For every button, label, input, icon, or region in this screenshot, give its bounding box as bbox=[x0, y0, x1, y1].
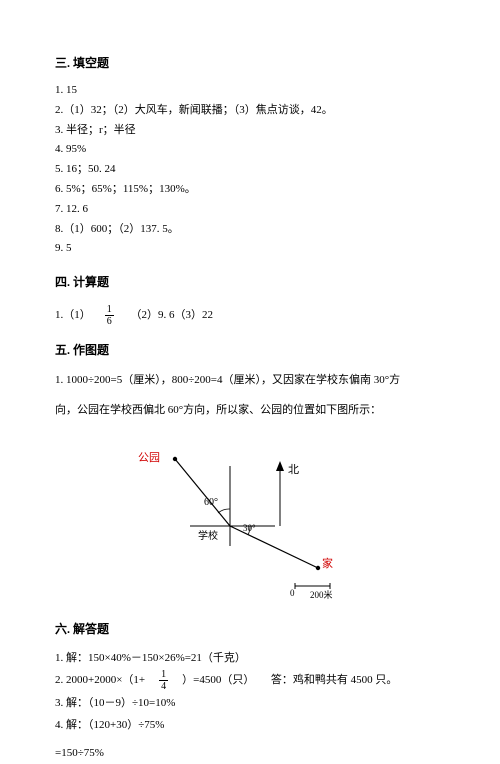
answer-line: 8.（1）600；（2）137. 5。 bbox=[55, 220, 445, 240]
answer-line: 5. 16；50. 24 bbox=[55, 160, 445, 180]
section-5-heading: 五. 作图题 bbox=[55, 341, 445, 358]
answer-line: 9. 5 bbox=[55, 239, 445, 259]
answer-line: 6. 5%；65%；115%；130%。 bbox=[55, 180, 445, 200]
section-4-heading: 四. 计算题 bbox=[55, 273, 445, 290]
park-point-icon bbox=[173, 456, 177, 460]
angle-30-label: 30° bbox=[243, 523, 256, 533]
fraction-denominator: 6 bbox=[105, 316, 114, 327]
north-label: 北 bbox=[288, 461, 299, 477]
calc-suffix: （2）9. 6（3）22 bbox=[131, 309, 214, 321]
calc-prefix: 1.（1） bbox=[55, 309, 91, 321]
scale-0-label: 0 bbox=[290, 588, 295, 598]
answer-line: 4. 95% bbox=[55, 140, 445, 160]
answer-line: 1. 15 bbox=[55, 81, 445, 101]
drawing-problem-line-2: 向，公园在学校西偏北 60°方向，所以家、公园的位置如下图所示： bbox=[55, 398, 445, 422]
angle-60-arc bbox=[218, 509, 230, 513]
calc-answer-line: 1.（1） 1 6 （2）9. 6（3）22 bbox=[55, 304, 445, 327]
answer-line: 2.（1）32；（2）大风车，新闻联播；（3）焦点访谈，42。 bbox=[55, 101, 445, 121]
solution-line-5: =150÷75% bbox=[55, 742, 445, 764]
solution-2-mid: ）=4500（只） bbox=[182, 674, 254, 686]
section-3-heading: 三. 填空题 bbox=[55, 54, 445, 71]
drawing-problem-line-1: 1. 1000÷200=5（厘米），800÷200=4（厘米），又因家在学校东偏… bbox=[55, 368, 445, 392]
home-label: 家 bbox=[322, 555, 333, 571]
fraction-numerator: 1 bbox=[159, 669, 168, 681]
angle-60-label: 60° bbox=[204, 497, 218, 508]
fraction: 1 4 bbox=[159, 669, 168, 692]
section-6-heading: 六. 解答题 bbox=[55, 620, 445, 637]
school-label: 学校 bbox=[198, 527, 218, 542]
section-3-answers: 1. 15 2.（1）32；（2）大风车，新闻联播；（3）焦点访谈，42。 3.… bbox=[55, 81, 445, 259]
solution-2-answer: 答：鸡和鸭共有 4500 只。 bbox=[271, 674, 398, 686]
fraction-denominator: 4 bbox=[159, 681, 168, 692]
scale-200-label: 200米 bbox=[310, 588, 333, 601]
solution-line-4: 4. 解：（120+30）÷75% bbox=[55, 714, 445, 736]
solution-2-prefix: 2. 2000+2000×（1+ bbox=[55, 674, 145, 686]
answer-line: 3. 半径；r；半径 bbox=[55, 121, 445, 141]
park-label: 公园 bbox=[138, 449, 160, 465]
compass-diagram: 公园 北 60° 30° 学校 家 0 200米 bbox=[130, 431, 370, 606]
diagram-svg bbox=[130, 431, 370, 606]
north-arrow-icon bbox=[276, 461, 284, 471]
answer-line: 7. 12. 6 bbox=[55, 200, 445, 220]
fraction: 1 6 bbox=[105, 304, 114, 327]
home-point-icon bbox=[316, 565, 320, 569]
solution-line-3: 3. 解：（10－9）÷10=10% bbox=[55, 692, 445, 714]
solution-line-1: 1. 解：150×40%－150×26%=21（千克） bbox=[55, 647, 445, 669]
fraction-numerator: 1 bbox=[105, 304, 114, 316]
solution-line-2: 2. 2000+2000×（1+ 1 4 ）=4500（只） 答：鸡和鸭共有 4… bbox=[55, 669, 445, 692]
park-direction-line bbox=[175, 459, 230, 526]
